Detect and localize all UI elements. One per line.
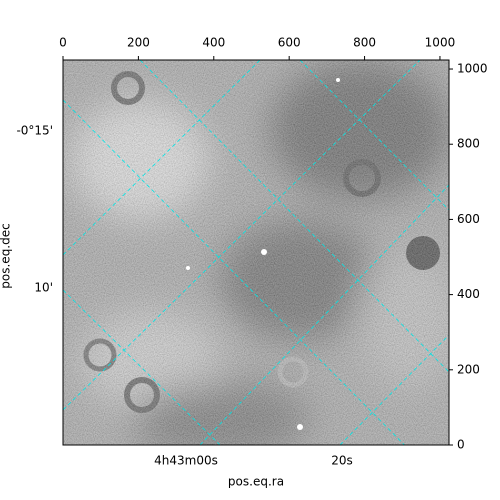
dec-tick-label: -0°15' [16, 124, 53, 138]
plot-frame [62, 59, 450, 446]
x-axis-label: pos.eq.ra [228, 475, 284, 489]
x-tick-label: 1000 [425, 36, 456, 50]
x-tick-label: 0 [59, 36, 67, 50]
x-tick-label: 200 [127, 36, 150, 50]
x-tick-label: 800 [353, 36, 376, 50]
y-tick-label: 200 [457, 362, 480, 376]
y-tick-label: 400 [457, 287, 480, 301]
x-tick-label: 600 [278, 36, 301, 50]
ra-tick-label: 4h43m00s [154, 454, 218, 468]
y-tick-label: 800 [457, 137, 480, 151]
coordinate-grid [63, 60, 449, 445]
ra-tick-label: 20s [331, 454, 353, 468]
x-tick-label: 400 [202, 36, 225, 50]
y-tick-label: 600 [457, 212, 480, 226]
y-tick-label: 1000 [457, 62, 488, 76]
image [63, 60, 449, 445]
dec-tick-label: 10' [34, 281, 53, 295]
y-axis-label: pos.eq.dec [0, 223, 13, 288]
y-tick-label: 0 [457, 438, 465, 452]
